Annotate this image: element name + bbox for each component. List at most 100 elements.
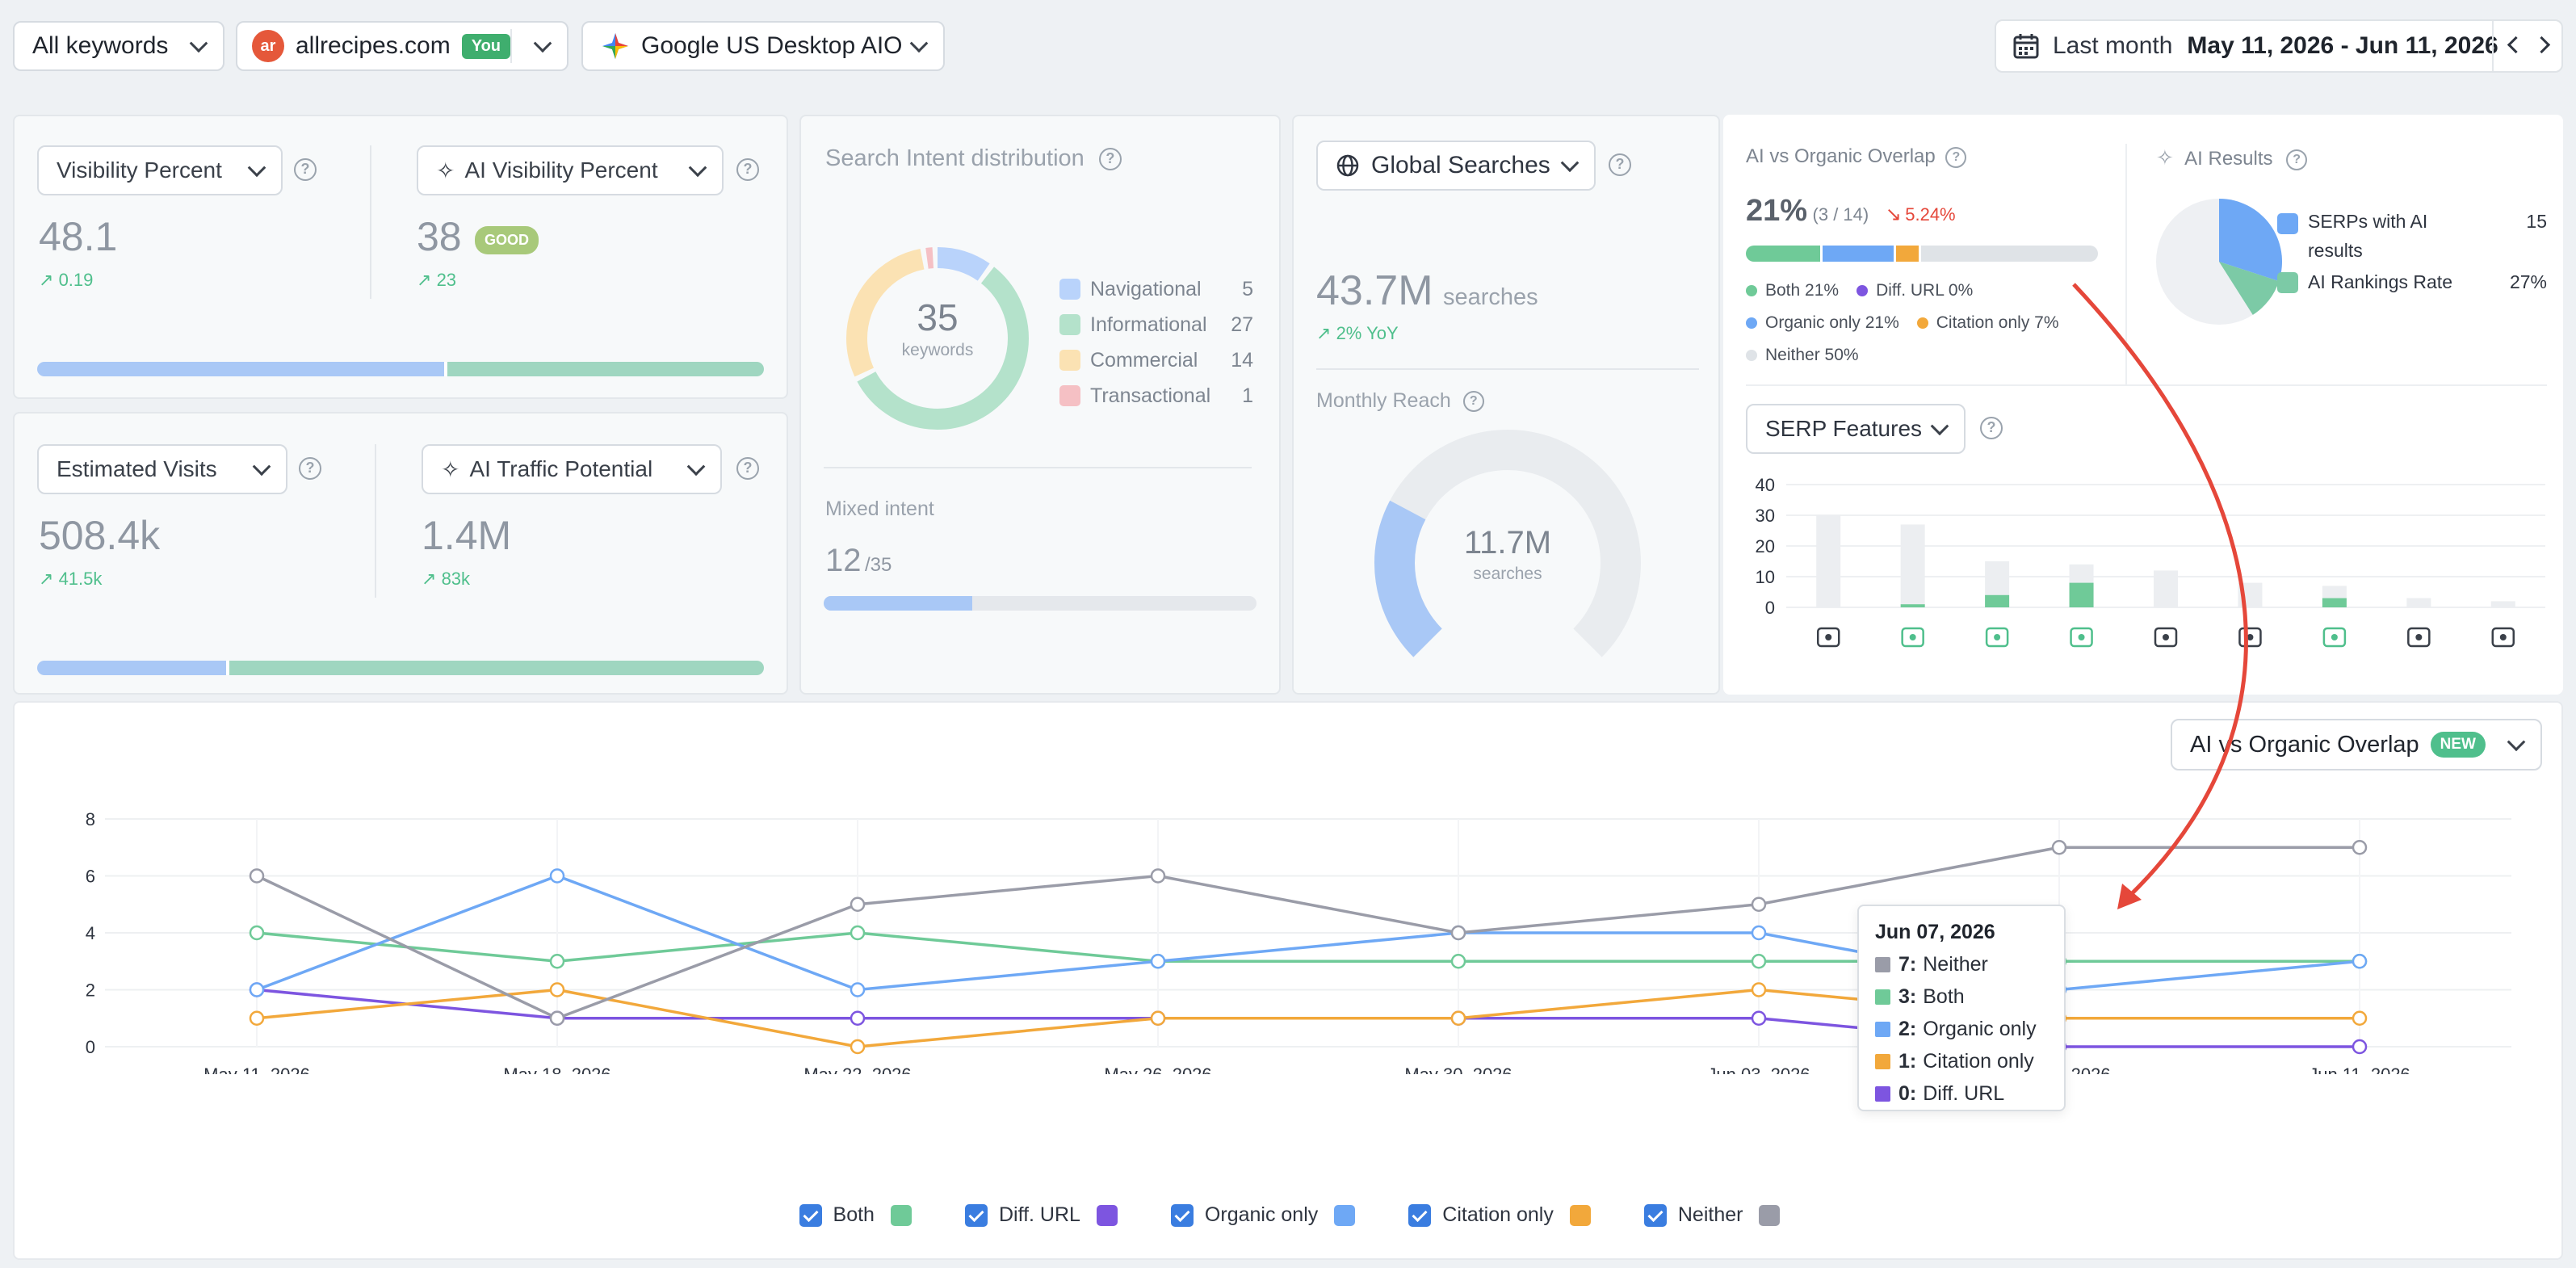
data-point[interactable] <box>1450 925 1466 941</box>
filters-icon[interactable] <box>2238 627 2262 648</box>
data-point[interactable] <box>2352 954 2368 969</box>
globe-icon <box>1336 154 1359 177</box>
legend-toggle-both[interactable]: Both <box>799 1203 912 1227</box>
serp-bar-ai[interactable] <box>1985 594 2010 607</box>
donut-segment[interactable] <box>846 247 1029 430</box>
data-point[interactable] <box>1751 1010 1767 1026</box>
data-point[interactable] <box>2352 1010 2368 1026</box>
data-point[interactable] <box>249 982 265 997</box>
prev-period-button[interactable] <box>2505 36 2525 55</box>
intent-legend-item[interactable]: Navigational 5 <box>1059 271 1253 307</box>
donut-segment[interactable] <box>846 247 1029 430</box>
legend-swatch <box>1059 385 1080 406</box>
help-icon[interactable]: ? <box>1098 148 1122 171</box>
next-period-button[interactable] <box>2532 36 2555 55</box>
help-icon[interactable]: ? <box>1609 153 1631 176</box>
video-icon[interactable] <box>1816 627 1840 648</box>
data-point[interactable] <box>1450 1010 1466 1026</box>
engine-select[interactable]: Google US Desktop AIO <box>581 21 945 71</box>
local-pack-icon[interactable] <box>2154 627 2178 648</box>
overlap-legend-item[interactable]: Diff. URL 0% <box>1856 281 1973 300</box>
help-icon[interactable]: ? <box>1945 146 1967 168</box>
data-point[interactable] <box>1150 1010 1166 1026</box>
serp-bar[interactable] <box>1900 524 1925 607</box>
serp-bar[interactable] <box>2490 601 2515 607</box>
visibility-metric-select[interactable]: Visibility Percent <box>37 145 283 195</box>
serp-bar-ai[interactable] <box>1900 604 1925 607</box>
images-icon[interactable] <box>2322 627 2347 648</box>
knowledge-icon[interactable] <box>2407 627 2431 648</box>
data-point[interactable] <box>1150 868 1166 884</box>
legend-toggle-diff-url[interactable]: Diff. URL <box>964 1203 1118 1227</box>
legend-toggle-neither[interactable]: Neither <box>1643 1203 1781 1227</box>
serp-bar[interactable] <box>1816 515 1841 607</box>
overlap-legend-item[interactable]: Organic only 21% <box>1746 313 1899 333</box>
data-point[interactable] <box>549 1010 565 1026</box>
recipes-icon[interactable] <box>2070 627 2093 648</box>
data-point[interactable] <box>1150 954 1166 969</box>
ai-overview-icon[interactable] <box>1985 627 2009 648</box>
data-point[interactable] <box>2352 840 2368 855</box>
donut-segment[interactable] <box>846 247 1029 430</box>
serp-bar-ai[interactable] <box>2322 598 2347 607</box>
data-point[interactable] <box>1450 954 1466 969</box>
serp-bar[interactable] <box>2406 598 2431 607</box>
ai-traffic-metric-select[interactable]: ✧ AI Traffic Potential <box>422 444 722 494</box>
ai-results-legend-item[interactable]: AI Rankings Rate 27% <box>2277 271 2547 293</box>
data-point[interactable] <box>1751 925 1767 941</box>
mixed-intent-bar <box>824 596 1257 611</box>
data-point[interactable] <box>1751 896 1767 912</box>
serp-bar[interactable] <box>2154 570 2178 607</box>
data-point[interactable] <box>249 868 265 884</box>
data-point[interactable] <box>2352 1039 2368 1055</box>
overlap-legend-item[interactable]: Both 21% <box>1746 281 1839 300</box>
serp-features-select[interactable]: SERP Features <box>1746 404 1966 454</box>
overlap-legend-item[interactable]: Neither 50% <box>1746 346 1859 365</box>
domain-select[interactable]: ar allrecipes.com You <box>236 21 568 71</box>
data-point[interactable] <box>850 1010 866 1026</box>
chart-tooltip: Jun 07, 2026 7: Neither 3: Both 2: Organic … <box>1857 905 2066 1111</box>
data-point[interactable] <box>549 868 565 884</box>
intent-legend-item[interactable]: Informational 27 <box>1059 307 1253 342</box>
help-icon[interactable]: ? <box>294 158 317 181</box>
series-line[interactable] <box>256 846 2360 1020</box>
data-point[interactable] <box>2051 840 2067 855</box>
data-point[interactable] <box>549 954 565 969</box>
date-picker[interactable]: Last month May 11, 2026 - Jun 11, 2026 <box>1995 19 2563 73</box>
serp-bar-ai[interactable] <box>2069 582 2094 607</box>
help-icon[interactable]: ? <box>1462 391 1484 413</box>
serp-features-chart: 40 30 20 10 0 <box>1756 475 2545 648</box>
data-point[interactable] <box>1751 982 1767 997</box>
mixed-intent-total: /35 <box>864 554 892 576</box>
visits-metric-select[interactable]: Estimated Visits <box>37 444 287 494</box>
trend-metric-select[interactable]: AI vs Organic Overlap NEW <box>2171 719 2542 770</box>
data-point[interactable] <box>1751 954 1767 969</box>
legend-toggle-citation-only[interactable]: Citation only <box>1408 1203 1591 1227</box>
keywords-select[interactable]: All keywords <box>13 21 224 71</box>
data-point[interactable] <box>850 925 866 941</box>
legend-toggle-organic-only[interactable]: Organic only <box>1170 1203 1356 1227</box>
questions-icon[interactable] <box>2491 627 2515 648</box>
overlap-legend-item[interactable]: Citation only 7% <box>1916 313 2059 333</box>
help-icon[interactable]: ? <box>299 457 321 480</box>
intent-legend-item[interactable]: Transactional 1 <box>1059 378 1253 414</box>
searches-metric-select[interactable]: Global Searches <box>1316 141 1596 191</box>
intent-legend-item[interactable]: Commercial 14 <box>1059 342 1253 378</box>
help-icon[interactable]: ? <box>2286 149 2308 170</box>
reviews-icon[interactable] <box>1901 627 1924 648</box>
data-point[interactable] <box>249 925 265 941</box>
visits-bar-fill <box>37 661 226 675</box>
data-point[interactable] <box>549 982 565 997</box>
data-point[interactable] <box>850 896 866 912</box>
ai-results-legend-item[interactable]: SERPs with AI results 15 <box>2277 207 2547 265</box>
help-icon[interactable]: ? <box>1980 417 2003 439</box>
data-point[interactable] <box>850 982 866 997</box>
legend-count: 27 <box>1231 313 1253 336</box>
chevron-down-icon <box>909 34 929 53</box>
data-point[interactable] <box>249 1010 265 1026</box>
data-point[interactable] <box>850 1039 866 1055</box>
help-icon[interactable]: ? <box>736 457 759 480</box>
help-icon[interactable]: ? <box>736 158 759 181</box>
serp-bar[interactable] <box>2238 582 2263 607</box>
ai-visibility-metric-select[interactable]: ✧ AI Visibility Percent <box>417 145 724 195</box>
